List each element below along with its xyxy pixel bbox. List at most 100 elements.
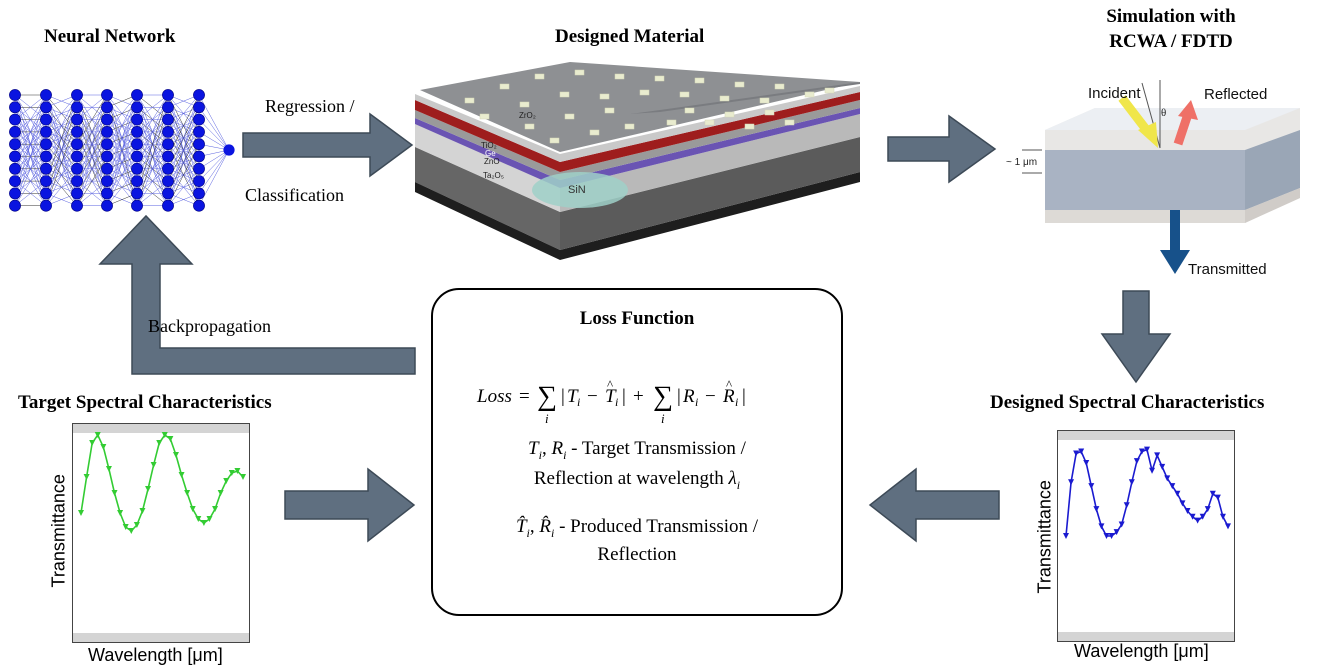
nn-node	[162, 150, 174, 163]
neural-network-diagram	[9, 89, 235, 212]
nn-node	[40, 138, 52, 151]
spectrum-marker	[94, 432, 101, 438]
nn-node	[193, 162, 205, 175]
target-definition-text1: - Target Transmission /	[571, 438, 746, 459]
nn-node	[71, 150, 83, 163]
nn-node	[40, 150, 52, 163]
nn-node	[40, 101, 52, 114]
spectrum-marker	[139, 508, 146, 514]
svg-text:^: ^	[726, 378, 732, 392]
nn-connection	[76, 94, 108, 145]
svg-text:R: R	[682, 386, 695, 407]
nn-connection	[76, 94, 108, 120]
spectrum-marker	[161, 432, 168, 438]
spectrum-marker	[1149, 467, 1156, 474]
nn-node	[162, 89, 174, 101]
nn-connection	[167, 168, 200, 206]
spectrum-marker	[150, 462, 157, 468]
spectrum-marker	[234, 468, 241, 474]
svg-text:∑: ∑	[653, 381, 673, 412]
spectrum-marker	[195, 516, 202, 522]
nn-connection	[167, 94, 200, 133]
designed-xlabel: Wavelength [μm]	[1074, 641, 1209, 661]
target-to-loss-arrow	[284, 467, 416, 543]
spectrum-marker	[1088, 483, 1095, 490]
svg-text:i: i	[545, 411, 549, 426]
spectrum-marker	[212, 506, 219, 512]
nn-node	[193, 126, 205, 138]
target-definition-text2: Reflection at wavelength	[533, 468, 724, 489]
spectrum-marker	[1225, 523, 1231, 530]
spectrum-marker	[1214, 494, 1221, 501]
spectrum-marker	[1138, 448, 1145, 455]
nn-node	[71, 162, 83, 175]
designed-ylabel: Transmittance	[1034, 480, 1055, 594]
nn-node	[162, 175, 174, 187]
nn-node	[162, 138, 174, 151]
simulation-title-line2: RCWA / FDTD	[1109, 31, 1233, 52]
spectrum-marker	[1073, 450, 1080, 457]
nn-node	[9, 126, 21, 138]
nn-node	[193, 113, 205, 126]
spectrum-marker	[1199, 513, 1206, 520]
spectrum-marker	[1098, 523, 1105, 530]
designed-to-loss-arrow	[868, 467, 1000, 543]
spectrum-marker	[1209, 490, 1216, 497]
svg-text:^: ^	[607, 378, 613, 392]
target-definition-line1: Ti, Ri - Target Transmission /	[528, 438, 746, 462]
nn-connection	[14, 94, 47, 120]
nn-connection	[76, 94, 108, 194]
spectrum-marker	[1169, 483, 1176, 490]
nn-node	[131, 113, 143, 126]
svg-text:−: −	[705, 386, 716, 407]
nn-node	[101, 138, 113, 151]
svg-text:|: |	[622, 386, 626, 407]
spectrum-marker	[1189, 513, 1196, 520]
spectrum-marker	[1123, 502, 1130, 509]
spectrum-line	[1065, 448, 1229, 537]
classification-label: Classification	[245, 185, 344, 205]
spectrum-marker	[1113, 529, 1120, 536]
nn-node	[9, 89, 21, 101]
nn-connection	[76, 107, 108, 206]
nn-node	[71, 89, 83, 101]
lower-band	[73, 633, 249, 642]
nn-node	[162, 126, 174, 138]
nn-node	[131, 150, 143, 163]
upper-band	[1058, 431, 1234, 440]
spectrum-marker	[240, 474, 246, 480]
zro2-label: ZrO₂	[519, 111, 536, 120]
nn-node	[101, 187, 113, 200]
svg-text:|: |	[742, 386, 746, 407]
reflected-label: Reflected	[1204, 86, 1267, 103]
loss-title: Loss Function	[579, 308, 695, 329]
nn-connection	[198, 149, 230, 194]
spectrum-marker	[117, 510, 124, 516]
nn-node	[101, 150, 113, 163]
spectrum-marker	[1159, 463, 1166, 470]
svg-text:=: =	[519, 386, 530, 407]
svg-text:−: −	[587, 386, 598, 407]
spectrum-marker	[89, 440, 96, 446]
designed-spectral-title: Designed Spectral Characteristics	[990, 392, 1265, 413]
nn-node	[162, 113, 174, 126]
spectrum-marker	[184, 490, 191, 496]
spectrum-marker	[1108, 533, 1115, 539]
spectrum-marker	[1174, 490, 1181, 497]
loss-formula-math: Loss = ∑ i | T i − T ^ i | + ∑ i | R	[476, 378, 746, 426]
designed-material-title: Designed Material	[555, 26, 705, 47]
nn-node	[131, 175, 143, 187]
svg-text:i: i	[661, 411, 665, 426]
nn-connection	[198, 149, 230, 170]
designed-material-illustration: ZrO₂ TiO₂ Ge ZnO Ta₂O₅ SiN	[415, 62, 860, 260]
nn-connection	[106, 94, 138, 206]
nn-connection	[14, 107, 47, 206]
spectrum-marker	[1204, 506, 1211, 513]
nn-connection	[76, 156, 108, 206]
nn-connection	[198, 94, 230, 151]
nn-node	[9, 138, 21, 151]
nn-connection	[106, 94, 138, 133]
nn-node	[9, 150, 21, 163]
nn-node	[162, 187, 174, 200]
spectrum-marker	[1118, 521, 1125, 528]
